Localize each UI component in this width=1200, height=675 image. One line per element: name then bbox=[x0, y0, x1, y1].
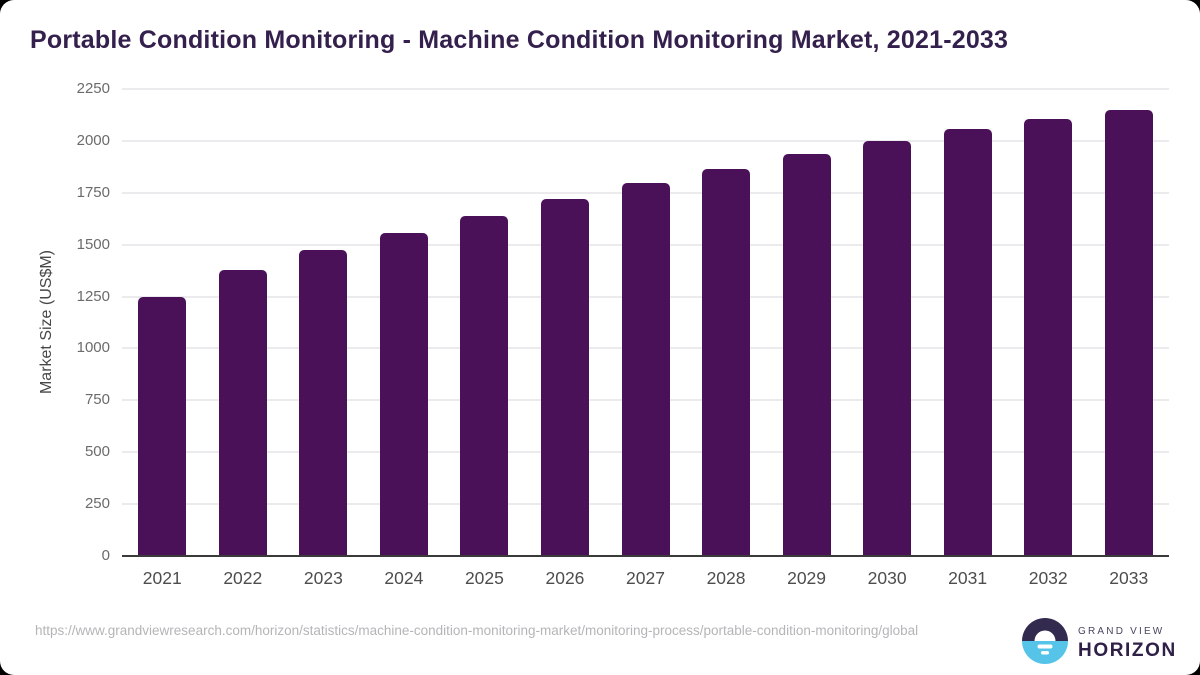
bar-2030[interactable] bbox=[863, 140, 912, 556]
y-tick-label-750: 750 bbox=[84, 391, 110, 409]
bar-2026[interactable] bbox=[540, 199, 589, 556]
x-tick-label-2030: 2030 bbox=[867, 568, 907, 588]
y-tick-label-1500: 1500 bbox=[76, 235, 110, 253]
bar-2027[interactable] bbox=[621, 183, 670, 556]
y-tick-label-1000: 1000 bbox=[76, 339, 110, 357]
bar-2021[interactable] bbox=[138, 296, 187, 556]
x-tick-label-2029: 2029 bbox=[787, 568, 827, 588]
y-tick-label-0: 0 bbox=[101, 547, 110, 564]
bar-2022[interactable] bbox=[218, 269, 267, 556]
bar-2023[interactable] bbox=[299, 249, 348, 556]
bar-2024[interactable] bbox=[379, 233, 428, 556]
bar-2032[interactable] bbox=[1024, 119, 1073, 556]
bar-2029[interactable] bbox=[782, 154, 831, 556]
logo-product-line: HORIZON bbox=[1078, 640, 1177, 661]
source-url: https://www.grandviewresearch.com/horizo… bbox=[35, 623, 919, 638]
x-tick-label-2032: 2032 bbox=[1028, 568, 1068, 588]
x-axis-line bbox=[122, 555, 1169, 557]
y-tick-label-500: 500 bbox=[84, 443, 110, 461]
bar-2033[interactable] bbox=[1104, 109, 1153, 556]
y-tick-label-1250: 1250 bbox=[76, 287, 110, 305]
plot-area bbox=[122, 88, 1169, 556]
x-tick-label-2021: 2021 bbox=[142, 568, 182, 588]
x-tick-label-2031: 2031 bbox=[948, 568, 988, 588]
grandview-horizon-logo-text: GRAND VIEW HORIZON bbox=[1078, 626, 1177, 662]
gridline-2000 bbox=[122, 139, 1169, 142]
y-tick-label-1750: 1750 bbox=[76, 183, 110, 201]
x-tick-label-2023: 2023 bbox=[303, 568, 343, 588]
y-tick-label-250: 250 bbox=[84, 495, 110, 513]
logo-brand-line: GRAND VIEW bbox=[1078, 626, 1165, 637]
y-axis-title: Market Size (US$M) bbox=[38, 249, 55, 395]
bar-2028[interactable] bbox=[702, 168, 751, 556]
grandview-horizon-logo-icon bbox=[1022, 618, 1068, 664]
x-tick-label-2027: 2027 bbox=[626, 568, 665, 588]
page-title: Portable Condition Monitoring - Machine … bbox=[30, 26, 1009, 54]
y-tick-label-2000: 2000 bbox=[76, 131, 110, 149]
x-tick-label-2033: 2033 bbox=[1109, 568, 1149, 588]
x-tick-label-2025: 2025 bbox=[464, 568, 504, 588]
bar-2025[interactable] bbox=[460, 215, 509, 556]
y-tick-label-2250: 2250 bbox=[76, 80, 110, 97]
x-tick-label-2024: 2024 bbox=[384, 568, 424, 588]
gridline-2250 bbox=[122, 88, 1169, 90]
bar-2031[interactable] bbox=[943, 129, 992, 556]
x-tick-label-2028: 2028 bbox=[706, 568, 746, 588]
x-tick-label-2026: 2026 bbox=[545, 568, 585, 588]
x-tick-label-2022: 2022 bbox=[223, 568, 263, 588]
